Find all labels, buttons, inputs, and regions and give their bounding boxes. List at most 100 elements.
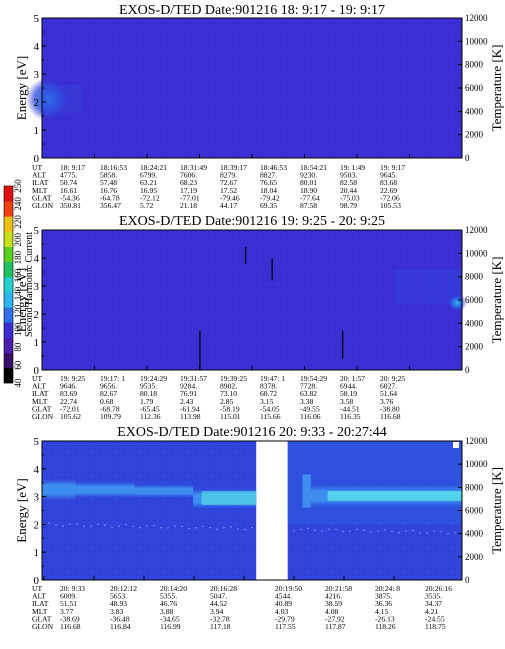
table-row-label: GLAT <box>32 614 52 623</box>
y-axis-label: Energy [eV] <box>14 268 29 332</box>
table-cell: -64.78 <box>100 193 120 202</box>
y2-tick-label: 6000 <box>465 506 484 516</box>
table-cell: 5858. <box>100 171 117 180</box>
table-cell: 8378. <box>260 382 277 391</box>
table-cell: 116.99 <box>160 622 181 631</box>
table-cell: 19: 1:49 <box>340 163 365 172</box>
table-cell: 4.21 <box>425 607 438 616</box>
colorbar-swatch <box>4 352 13 369</box>
table-cell: 20:26:16 <box>425 584 452 593</box>
table-cell: -72.01 <box>60 404 80 413</box>
table-cell: 356.47 <box>100 201 121 210</box>
table-cell: 5.72 <box>140 201 153 210</box>
table-cell: -32.78 <box>210 614 230 623</box>
y-tick-label: 3 <box>34 492 40 504</box>
table-cell: 116.68 <box>380 412 401 421</box>
temperature-point <box>363 529 365 531</box>
table-cell: 4.08 <box>325 607 338 616</box>
table-cell: 18:31:49 <box>180 163 207 172</box>
table-cell: 76.65 <box>260 178 277 187</box>
table-cell: 20: 1:57 <box>340 374 365 383</box>
temperature-point <box>174 525 176 527</box>
table-row-label: ILAT <box>32 178 49 187</box>
temperature-point <box>398 532 400 534</box>
y2-tick-label: 2000 <box>465 342 484 352</box>
y-axis-label: Energy [eV] <box>14 56 29 120</box>
table-cell: 20:12:12 <box>110 584 137 593</box>
y-tick-label: 4 <box>34 253 40 265</box>
y2-tick-label: 6000 <box>465 83 484 93</box>
temperature-point <box>181 525 183 528</box>
y2-tick-label: 10000 <box>465 248 488 258</box>
table-cell: 19:31:57 <box>180 374 207 383</box>
y2-tick-label: 8000 <box>465 272 484 282</box>
colorbar-swatch <box>4 261 13 278</box>
temperature-point <box>412 529 414 532</box>
table-row-label: ILAT <box>32 599 49 608</box>
table-cell: 113.98 <box>180 412 201 421</box>
table-cell: 105.62 <box>60 412 81 421</box>
table-cell: -24.55 <box>425 614 445 623</box>
band-left-2 <box>75 481 135 498</box>
table-cell: -72.12 <box>140 193 160 202</box>
y2-tick-label: 4000 <box>465 318 484 328</box>
table-cell: 3.76 <box>380 397 393 406</box>
table-cell: 3.58 <box>340 397 353 406</box>
colorbar-swatch <box>4 216 13 232</box>
colorbar-tick-label: 100 <box>13 322 23 336</box>
table-cell: 83.69 <box>60 389 77 398</box>
temperature-point <box>335 528 337 530</box>
table-cell: 9646. <box>60 382 77 391</box>
temperature-point <box>230 526 232 528</box>
table-cell: 19:39:25 <box>220 374 247 383</box>
y2-axis-label: Temperature [K] <box>489 45 504 132</box>
table-cell: 9503. <box>340 171 357 180</box>
table-row-label: GLON <box>32 622 54 631</box>
table-cell: 4.03 <box>275 607 288 616</box>
table-cell: 16.95 <box>140 186 157 195</box>
table-cell: 38.59 <box>325 599 342 608</box>
y-tick-label: 0 <box>34 575 40 587</box>
temperature-point <box>307 527 309 529</box>
chart-title: EXOS-D/TED Date:901216 19: 9:25 - 20: 9:… <box>119 214 385 229</box>
table-row-label: UT <box>32 163 42 172</box>
band-left-3 <box>134 484 194 498</box>
table-cell: 18:16:53 <box>100 163 127 172</box>
table-cell: 3.83 <box>110 607 123 616</box>
table-cell: 9535. <box>140 382 157 391</box>
temperature-point <box>237 528 239 530</box>
table-row-label: GLAT <box>32 404 52 413</box>
temperature-point <box>447 533 449 535</box>
y2-tick-label: 0 <box>465 575 470 585</box>
table-cell: 5355. <box>160 592 177 601</box>
temperature-point <box>139 527 141 529</box>
data-gap <box>256 441 288 580</box>
table-cell: 46.76 <box>160 599 177 608</box>
y-tick-label: 5 <box>34 436 40 448</box>
table-cell: 19:47: 1 <box>260 374 285 383</box>
table-cell: -44.51 <box>340 404 360 413</box>
y-tick-label: 1 <box>34 547 40 559</box>
y2-axis-label: Temperature [K] <box>489 467 504 554</box>
y-tick-label: 2 <box>34 519 40 531</box>
table-row-label: ILAT <box>32 389 49 398</box>
table-cell: 57.48 <box>100 178 117 187</box>
temperature-point <box>300 528 302 531</box>
temperature-point <box>146 525 148 527</box>
table-cell: 21.18 <box>180 201 197 210</box>
colorbar-frame <box>3 185 14 384</box>
orbit-table: UT 18: 9:17 18:16:53 18:24:21 18:31:49 18:39:… <box>32 163 405 210</box>
colorbar-tick-label: 40 <box>13 378 23 388</box>
table-cell: 5047. <box>210 592 227 601</box>
temperature-point <box>384 529 386 531</box>
temperature-point <box>97 523 99 525</box>
temperature-point <box>356 528 358 531</box>
y2-tick-label: 8000 <box>465 60 484 70</box>
temperature-point <box>188 527 190 530</box>
table-cell: 63.82 <box>300 389 317 398</box>
table-cell: 16.61 <box>60 186 77 195</box>
table-cell: 6799. <box>140 171 157 180</box>
table-cell: 20:14:20 <box>160 584 187 593</box>
colorbar-swatch <box>4 276 13 293</box>
